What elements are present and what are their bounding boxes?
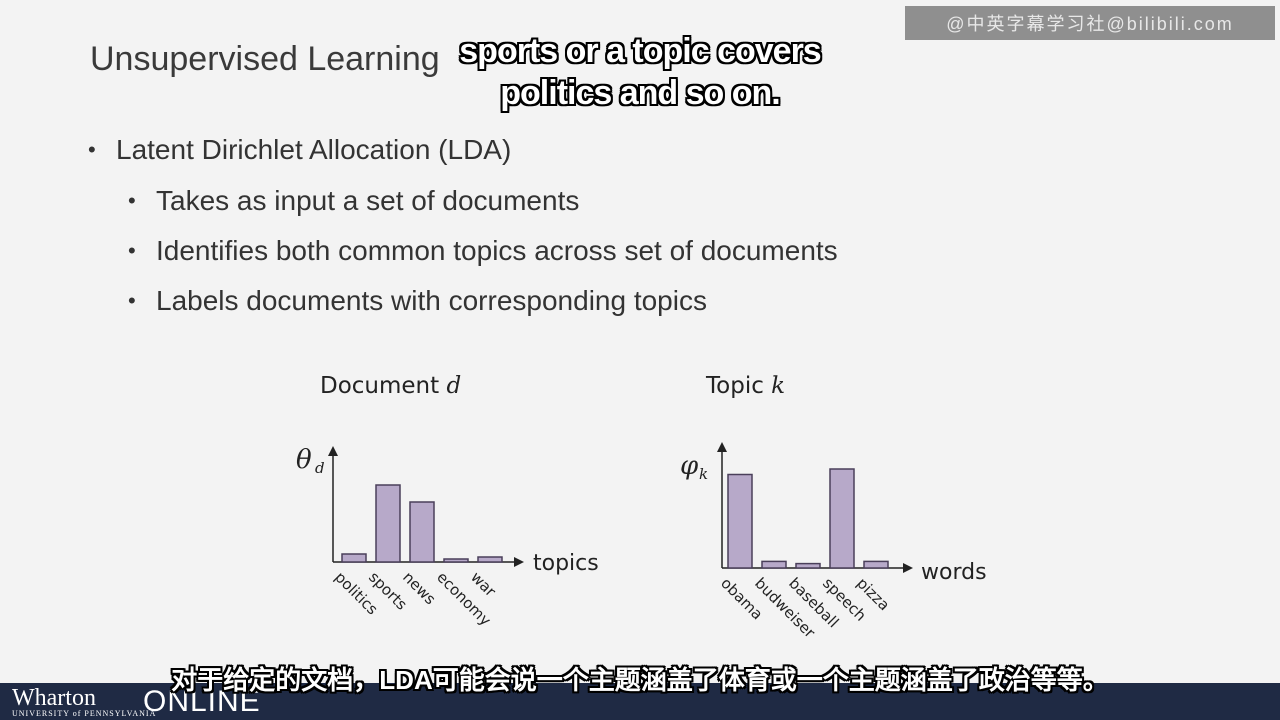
y-axis-label: φ — [680, 451, 699, 481]
y-axis-subscript: d — [315, 459, 325, 477]
bar-news — [409, 501, 435, 563]
english-subtitle: sports or a topic covers politics and so… — [440, 30, 840, 114]
english-subtitle-line-2: politics and so on. — [500, 74, 780, 112]
bullet-dot-icon: • — [88, 137, 96, 162]
bullet-text: Identifies both common topics across set… — [156, 235, 838, 266]
topic-word-chart: Topic kφ kwordsobamabudweiserbaseballspee… — [680, 373, 987, 642]
bar-baseball — [795, 562, 821, 569]
bar-budweiser — [761, 560, 787, 569]
bar-speech — [829, 468, 855, 569]
wharton-logo: Wharton — [12, 685, 96, 711]
bullet-text: Latent Dirichlet Allocation (LDA) — [116, 134, 512, 165]
bar-pizza — [863, 560, 889, 569]
document-topic-chart: Document dθ dtopicspoliticssportsnewsecon… — [296, 373, 599, 630]
bullet-dot-icon: • — [128, 238, 136, 263]
english-subtitle-line-1: sports or a topic covers — [459, 32, 821, 70]
bullet-input: • Takes as input a set of documents — [128, 184, 580, 218]
bullet-identifies: • Identifies both common topics across s… — [128, 234, 838, 268]
chinese-subtitle: 对于给定的文档，LDA可能会说一个主题涵盖了体育或一个主题涵盖了政治等等。 — [171, 665, 1109, 695]
bullet-text: Takes as input a set of documents — [156, 185, 580, 216]
bullet-labels: • Labels documents with corresponding to… — [128, 284, 707, 318]
chart-title: Topic k — [705, 373, 785, 399]
x-axis-label: topics — [533, 551, 599, 576]
x-axis-label: words — [921, 560, 987, 585]
y-axis-subscript: k — [699, 465, 708, 483]
bar-obama — [727, 473, 753, 569]
y-axis-label: θ — [296, 445, 312, 475]
bar-sports — [375, 484, 401, 563]
x-axis-arrow-icon — [514, 557, 524, 567]
y-axis-arrow-icon — [717, 442, 727, 452]
bullet-dot-icon: • — [128, 188, 136, 213]
watermark: @中英字幕学习社@bilibili.com — [905, 6, 1275, 40]
bullet-text: Labels documents with corresponding topi… — [156, 285, 707, 316]
x-axis-arrow-icon — [903, 563, 913, 573]
online-logo-text: ONLINE — [143, 685, 261, 718]
footer-bar: Wharton UNIVERSITY of PENNSYLVANIA ONLIN… — [0, 683, 1280, 720]
bullet-dot-icon: • — [128, 288, 136, 313]
bar-politics — [341, 553, 367, 563]
bar-economy — [443, 558, 469, 563]
y-axis-arrow-icon — [328, 446, 338, 456]
bar-war — [477, 556, 503, 563]
slide-title: Unsupervised Learning — [90, 40, 440, 78]
bullet-lda: • Latent Dirichlet Allocation (LDA) — [88, 133, 512, 167]
chart-title: Document d — [320, 373, 461, 399]
wharton-logo-subtext: UNIVERSITY of PENNSYLVANIA — [12, 709, 157, 718]
